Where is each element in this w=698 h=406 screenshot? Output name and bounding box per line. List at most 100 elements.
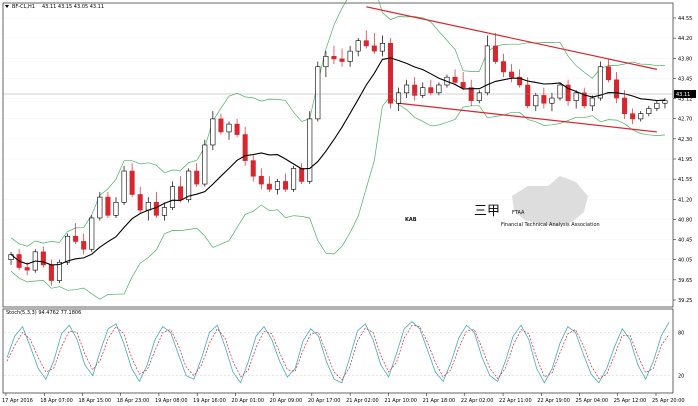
- candle-body: [283, 181, 289, 190]
- candle-body: [266, 183, 272, 190]
- candle-body: [299, 168, 305, 182]
- candle-body: [40, 251, 46, 266]
- moving-average-line: [10, 57, 666, 266]
- time-tick-label: 18 Apr 07:00: [40, 398, 73, 404]
- price-tick-label: 39.65: [678, 278, 692, 284]
- candle-body: [630, 113, 636, 120]
- candle-body: [646, 108, 652, 114]
- candle-body: [420, 87, 426, 96]
- candle-body: [614, 79, 620, 99]
- candle-body: [242, 134, 248, 161]
- price-tick-label: 39.25: [678, 298, 692, 304]
- candle-body: [258, 175, 264, 185]
- watermark-ftaa-subtitle: Financial Technical Analysis Association: [501, 222, 600, 228]
- moving-average: [10, 57, 666, 266]
- candle-body: [662, 100, 668, 104]
- symbol-label: BF-CL,H1: [12, 4, 35, 10]
- candle-body: [525, 84, 531, 107]
- candle-body: [331, 56, 337, 60]
- oscillator-label: Stoch(5,3,3) 94.4762 77.1806: [6, 310, 81, 316]
- candle-body: [347, 50, 353, 62]
- candle-body: [436, 84, 442, 94]
- time-axis-ticks: 17 Apr 2016 18 Apr 07:00 18 Apr 15:00 18 Ap…: [2, 393, 685, 404]
- price-tick-label: 40.05: [678, 258, 692, 264]
- candle-body: [307, 118, 313, 182]
- candle-body: [509, 71, 515, 78]
- time-tick-label: 17 Apr 2016: [2, 398, 33, 404]
- candle-body: [315, 66, 321, 120]
- candle-body: [452, 76, 458, 83]
- candle-body: [557, 84, 563, 99]
- candle-body: [379, 42, 385, 52]
- oscillator-tick-label: 80: [678, 330, 684, 336]
- candle-body: [549, 97, 555, 104]
- candle-body: [113, 202, 119, 216]
- stoch-main-line: [6, 321, 670, 384]
- price-tick-label: 44.55: [678, 16, 692, 22]
- candle-body: [161, 207, 167, 216]
- time-tick-label: 22 Apr 19:00: [537, 398, 570, 404]
- candle-body: [476, 92, 482, 101]
- channel-lower-line: [398, 102, 657, 133]
- candle-body: [500, 61, 507, 73]
- candle-body: [323, 56, 329, 68]
- time-tick-label: 20 Apr 01:00: [231, 398, 264, 404]
- time-tick-label: 20 Apr 09:00: [270, 398, 303, 404]
- watermark-ftaa: FTAA: [512, 210, 525, 216]
- price-tick-label: 42.30: [678, 137, 692, 143]
- candle-body: [250, 160, 256, 177]
- time-tick-label: 21 Apr 10:00: [384, 398, 417, 404]
- time-tick-label: 19 Apr 08:00: [155, 398, 188, 404]
- candle-body: [412, 84, 418, 96]
- candle-body: [226, 123, 232, 133]
- candle-body: [484, 45, 490, 94]
- time-tick-label: 22 Apr 11:00: [499, 398, 532, 404]
- candle-body: [194, 170, 200, 185]
- time-tick-label: 22 Apr 02:00: [461, 398, 494, 404]
- candle-body: [169, 186, 176, 208]
- candle-body: [153, 202, 159, 216]
- symbol-marker-icon: [5, 5, 9, 8]
- time-tick-label: 21 Apr 02:00: [346, 398, 379, 404]
- time-tick-label: 25 Apr 04:00: [576, 398, 609, 404]
- price-tick-label: 43.80: [678, 56, 692, 62]
- candle-body: [404, 84, 410, 94]
- candle-body: [137, 194, 143, 211]
- price-tick-label: 44.20: [678, 36, 692, 42]
- watermark-map-icon: [512, 176, 588, 226]
- oscillator-panel-frame: [2, 308, 674, 394]
- candle-body: [105, 196, 111, 216]
- candle-body: [573, 92, 579, 101]
- candle-body: [355, 40, 361, 52]
- candle-body: [371, 45, 377, 52]
- time-tick-label: 18 Apr 23:00: [117, 398, 150, 404]
- candle-body: [541, 95, 547, 104]
- candle-body: [597, 66, 603, 99]
- candle-body: [274, 181, 280, 190]
- candle-body: [121, 170, 127, 203]
- time-tick-label: 20 Apr 17:00: [308, 398, 341, 404]
- candle-body: [581, 92, 587, 107]
- candle-body: [48, 264, 54, 281]
- candle-body: [145, 202, 151, 211]
- time-tick-label: 21 Apr 18:00: [423, 398, 456, 404]
- candle-body: [291, 168, 297, 190]
- candle-body: [89, 217, 95, 250]
- candle-body: [97, 196, 103, 219]
- watermark: KAB 三甲 FTAA Financial Technical Analysis…: [405, 176, 600, 228]
- price-tick-label: 40.45: [678, 238, 692, 244]
- candle-body: [24, 267, 30, 271]
- candle-body: [178, 186, 184, 201]
- lower-band-line: [10, 95, 666, 300]
- upper-band-line: [10, 0, 666, 247]
- candle-body: [622, 97, 628, 114]
- price-tick-label: 43.12: [678, 97, 692, 103]
- price-gridlines: [4, 17, 673, 301]
- candle-body: [460, 82, 466, 88]
- candle-body: [218, 118, 224, 133]
- time-tick-label: 25 Apr 12:00: [614, 398, 647, 404]
- stochastic-lines: [6, 321, 670, 384]
- candle-body: [202, 144, 208, 185]
- candle-body: [363, 40, 369, 47]
